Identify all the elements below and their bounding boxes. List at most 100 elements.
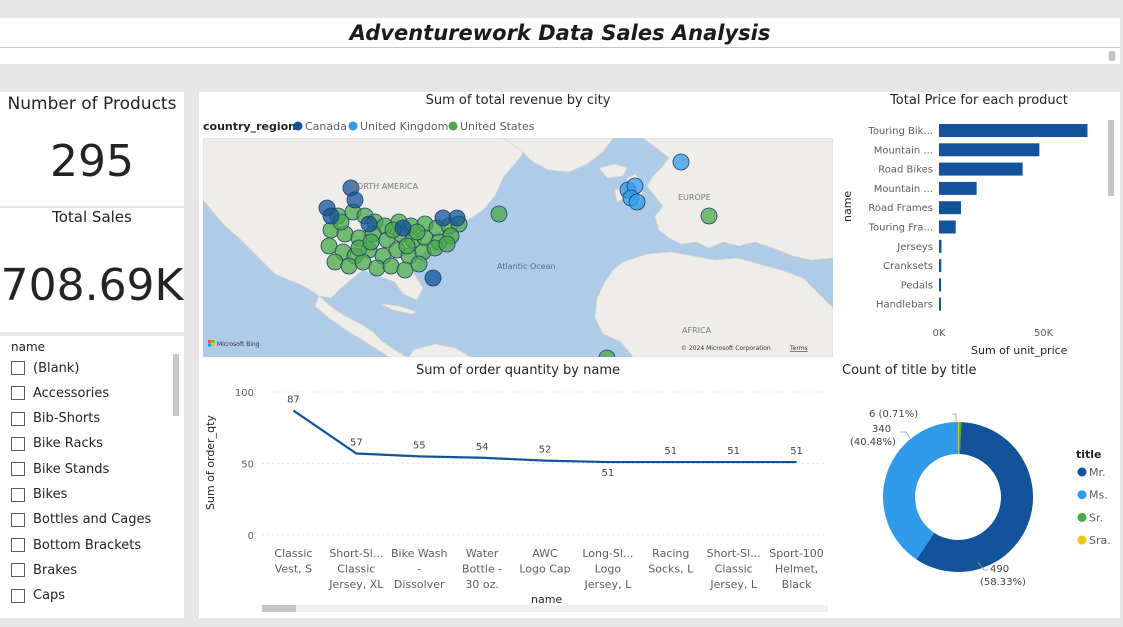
slicer-scrollbar-thumb[interactable]: [173, 354, 179, 416]
bar-chart[interactable]: name Sum of unit_price Touring Bik... Mou…: [838, 112, 1118, 360]
city-bubble[interactable]: [398, 237, 416, 255]
city-bubble[interactable]: [598, 349, 616, 357]
bar-category-label: Touring Fra...: [868, 223, 933, 234]
map-legend: country_region Canada United Kingdom Unite…: [203, 120, 535, 133]
donut-slice-mr[interactable]: [916, 422, 1033, 572]
bar[interactable]: [939, 201, 961, 215]
slicer-item[interactable]: Bottles and Cages: [11, 510, 151, 530]
city-bubble[interactable]: [490, 205, 508, 223]
city-bubble[interactable]: [368, 259, 386, 277]
eurasia-landmass: [642, 138, 833, 261]
city-bubble[interactable]: [438, 235, 456, 253]
donut-leader-small: [952, 413, 957, 422]
city-bubble[interactable]: [628, 193, 646, 211]
city-bubble[interactable]: [410, 255, 428, 273]
bar[interactable]: [939, 297, 941, 311]
donut-slice-sr[interactable]: [958, 422, 962, 455]
slicer-item[interactable]: Bikes: [11, 485, 67, 505]
city-bubble[interactable]: [424, 269, 442, 287]
slicer-item[interactable]: Bib-Shorts: [11, 409, 100, 429]
slicer-item[interactable]: Accessories: [11, 383, 109, 403]
city-bubble[interactable]: [408, 223, 426, 241]
city-bubble[interactable]: [382, 257, 400, 275]
bar[interactable]: [939, 143, 1040, 157]
slicer-checkbox[interactable]: [11, 436, 25, 451]
slicer-checkbox[interactable]: [11, 411, 25, 426]
city-bubble[interactable]: [346, 191, 364, 209]
city-bubble[interactable]: [322, 207, 340, 225]
slicer-checkbox[interactable]: [11, 563, 25, 578]
slicer-item[interactable]: (Blank): [11, 358, 79, 378]
bar-marks: Touring Bik... Mountain ... Road Bikes Moun…: [867, 124, 1088, 339]
bar-category-label: Road Bikes: [878, 165, 933, 176]
slicer-item[interactable]: Bottom Brackets: [11, 535, 141, 555]
slicer-checkbox[interactable]: [11, 462, 25, 477]
bar[interactable]: [939, 259, 942, 273]
city-bubble[interactable]: [448, 209, 466, 227]
city-bubble[interactable]: [320, 237, 338, 255]
line-scrollbar-thumb[interactable]: [262, 605, 296, 612]
city-bubble[interactable]: [326, 253, 344, 271]
slicer-item-label: Bike Stands: [33, 461, 110, 477]
donut-label-mr-pct: (58.33%): [980, 577, 1026, 588]
slicer-item[interactable]: Caps: [11, 586, 65, 606]
line-category-label: Water Bottle -30 oz.: [462, 547, 502, 591]
line-chart[interactable]: Sum of order_qty name 0 50 100 87 57 55 54 52 51…: [199, 380, 833, 616]
slicer-item[interactable]: Bike Stands: [11, 459, 109, 479]
city-bubble[interactable]: [394, 219, 412, 237]
africa-landmass: [594, 251, 833, 357]
bar-xtick-label: 50K: [1034, 328, 1054, 339]
slicer-checkbox[interactable]: [11, 487, 25, 502]
slicer-item[interactable]: Brakes: [11, 560, 77, 580]
title-bar-strip: [0, 48, 1120, 64]
donut-slice-ms[interactable]: [883, 422, 958, 560]
slicer-checkbox[interactable]: [11, 588, 25, 603]
kpi-products-card: Number of Products 295: [0, 92, 184, 206]
line-category-label: AWC Logo Cap: [519, 547, 570, 576]
bar[interactable]: [939, 220, 956, 234]
city-bubble[interactable]: [700, 207, 718, 225]
donut-slice-sra[interactable]: [958, 422, 960, 455]
bar-scrollbar-thumb[interactable]: [1108, 120, 1114, 196]
city-bubble[interactable]: [340, 257, 358, 275]
line-ytick-label: 50: [241, 460, 254, 471]
kpi-products-label: Number of Products: [7, 94, 177, 114]
line-data-label: 57: [350, 437, 363, 448]
city-bubble[interactable]: [354, 253, 372, 271]
slicer-checkbox[interactable]: [11, 361, 25, 375]
map-legend-title: country_region: [203, 120, 296, 133]
bar[interactable]: [939, 278, 942, 292]
donut-legend-label: Sr.: [1089, 511, 1103, 524]
bar[interactable]: [939, 239, 942, 253]
slicer-checkbox[interactable]: [11, 538, 25, 553]
bar[interactable]: [939, 124, 1088, 137]
line-scrollbar-track[interactable]: [262, 605, 828, 612]
title-scrollbar-thumb[interactable]: [1109, 51, 1115, 61]
bar-category-label: Handlebars: [876, 300, 933, 311]
city-bubble[interactable]: [360, 215, 378, 233]
city-bubble[interactable]: [672, 153, 690, 171]
bar-category-label: Jerseys: [896, 242, 933, 253]
map-terms-link: Terms: [789, 345, 808, 352]
bar-category-label: Mountain ...: [874, 184, 933, 195]
legend-label: United Kingdom: [360, 120, 448, 133]
slicer-checkbox[interactable]: [11, 512, 25, 527]
city-bubble[interactable]: [362, 233, 380, 251]
legend-marker: [348, 121, 358, 131]
slicer-checkbox[interactable]: [11, 386, 25, 401]
report-title: Adventurework Data Sales Analysis: [349, 21, 771, 45]
city-bubble[interactable]: [396, 261, 414, 279]
map-visual[interactable]: NORTH AMERICA EUROPE Atlantic Ocean AFRI…: [203, 138, 833, 357]
map-canvas[interactable]: NORTH AMERICA EUROPE Atlantic Ocean AFRI…: [203, 138, 833, 357]
line-title: Sum of order quantity by name: [415, 363, 621, 378]
donut-legend-label: Mr.: [1089, 466, 1106, 479]
legend-marker: [293, 121, 303, 131]
bar[interactable]: [939, 181, 977, 195]
donut-chart[interactable]: 6 (0.71%) 340 (40.48%) 490 (58.33%) titl…: [838, 380, 1120, 616]
order-qty-line[interactable]: [292, 409, 797, 464]
slicer-item-label: Accessories: [33, 385, 110, 401]
slicer-item[interactable]: Bike Racks: [11, 434, 103, 454]
bar[interactable]: [939, 162, 1023, 176]
bar-category-label: Touring Bik...: [867, 126, 933, 137]
donut-label-small: 6 (0.71%): [869, 409, 918, 420]
